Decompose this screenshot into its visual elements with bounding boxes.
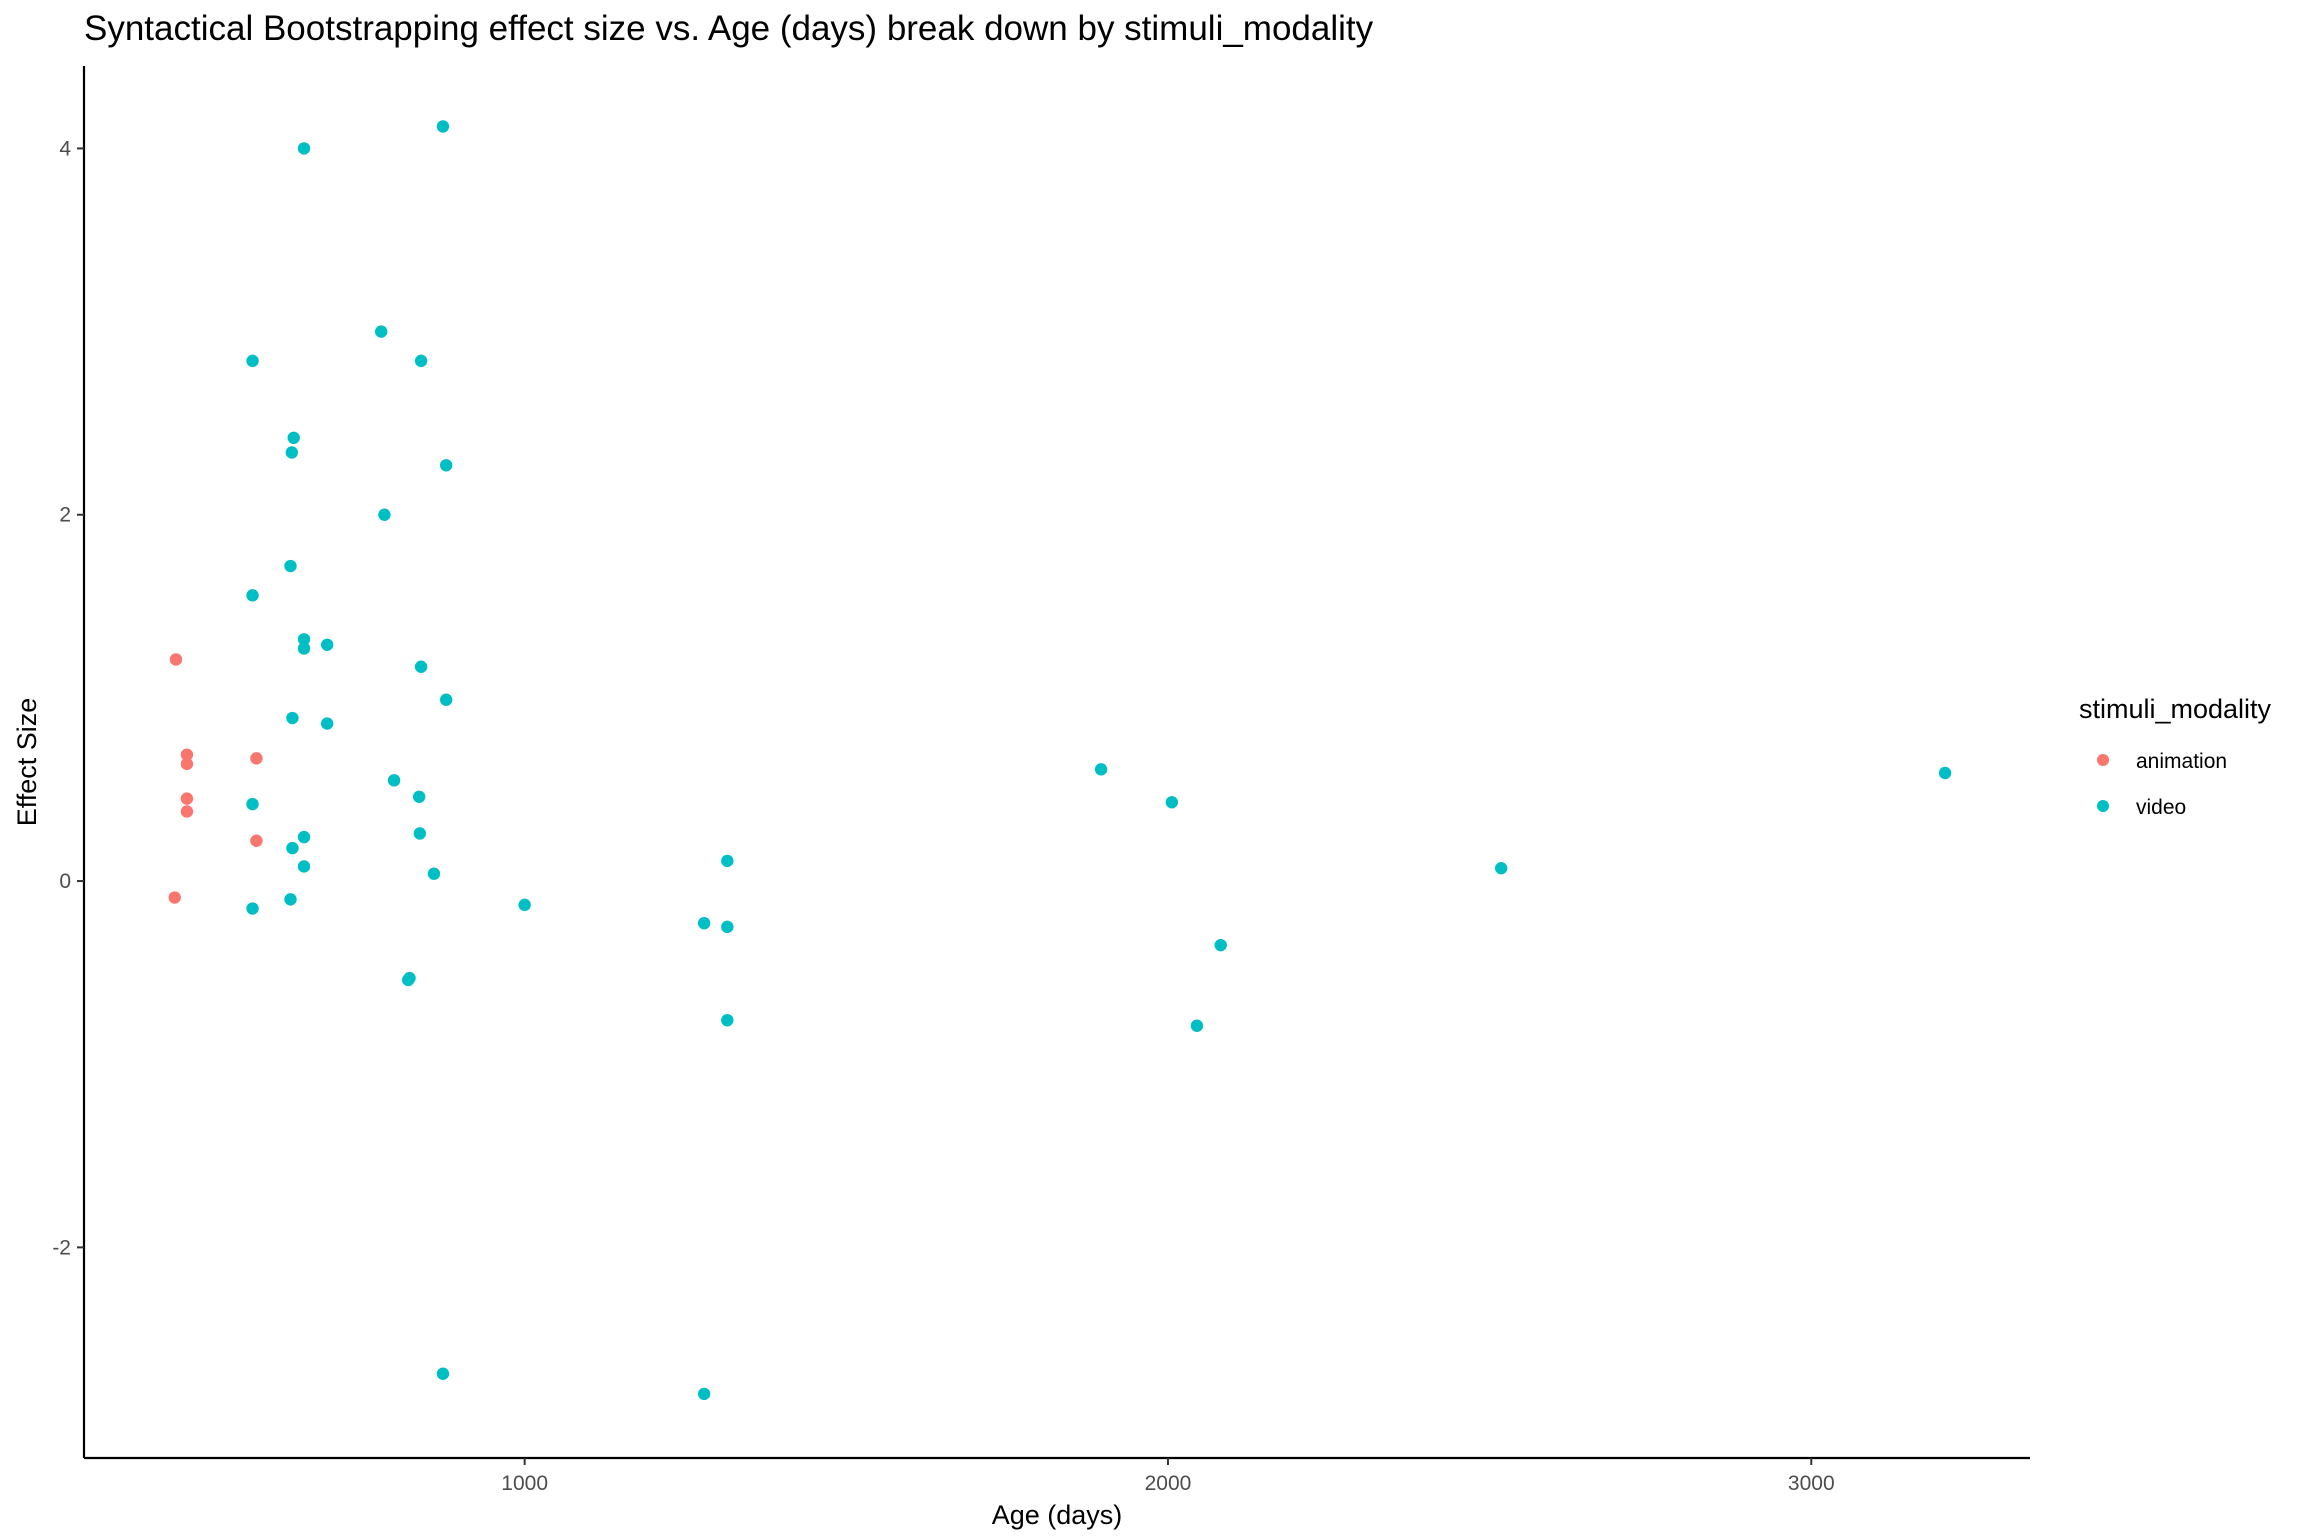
point-video-28 <box>518 898 531 912</box>
point-video-31 <box>436 1367 450 1380</box>
point-video-39 <box>1214 938 1227 952</box>
x-ticks: 1000 2000 3000 <box>501 1458 1835 1495</box>
point-video-35 <box>721 1014 734 1027</box>
point-video-1 <box>436 120 450 133</box>
point-video-32 <box>697 916 711 930</box>
y-tick-label: -2 <box>52 1236 71 1259</box>
point-video-14 <box>414 660 428 673</box>
point-video-8 <box>378 508 391 521</box>
point-animation-2 <box>180 757 194 771</box>
point-video-41 <box>1495 862 1508 875</box>
point-video-36 <box>697 1387 711 1401</box>
y-ticks: -2 0 2 4 <box>52 137 84 1259</box>
point-animation-3 <box>180 792 194 805</box>
point-animation-7 <box>250 834 263 847</box>
point-video-18 <box>387 774 401 787</box>
point-video-0 <box>297 142 311 155</box>
point-animation-5 <box>168 891 181 904</box>
y-tick-label: 2 <box>59 504 71 527</box>
x-tick-label: 2000 <box>1145 1472 1192 1495</box>
point-video-17 <box>320 717 334 730</box>
point-video-2 <box>375 325 388 338</box>
point-video-22 <box>297 830 311 844</box>
point-video-5 <box>287 431 300 445</box>
point-video-9 <box>284 559 297 573</box>
point-video-40 <box>1190 1019 1204 1032</box>
point-video-10 <box>246 589 259 602</box>
point-video-21 <box>413 827 427 840</box>
y-axis-title: Effect Size <box>12 698 42 827</box>
point-video-25 <box>427 867 441 880</box>
point-video-30 <box>402 973 415 987</box>
legend-key-animation <box>2097 754 2109 766</box>
x-axis-title: Age (days) <box>992 1500 1123 1530</box>
point-animation-1 <box>180 748 194 761</box>
x-tick-label: 3000 <box>1788 1472 1835 1495</box>
point-video-7 <box>439 459 453 472</box>
point-video-38 <box>1165 796 1179 809</box>
point-video-23 <box>286 841 299 855</box>
point-video-33 <box>721 920 734 934</box>
legend: stimuli_modality animation video <box>2079 694 2272 819</box>
point-video-20 <box>246 797 259 811</box>
point-video-34 <box>721 854 734 868</box>
y-tick-label: 0 <box>59 870 71 893</box>
legend-title: stimuli_modality <box>2079 694 2272 724</box>
point-video-42 <box>1938 766 1952 780</box>
y-tick-label: 4 <box>59 137 71 160</box>
point-video-24 <box>297 860 311 873</box>
point-video-19 <box>412 790 426 803</box>
point-animation-6 <box>250 752 263 765</box>
point-video-13 <box>297 642 311 655</box>
point-video-15 <box>439 693 453 706</box>
points-layer <box>168 120 1952 1401</box>
legend-label-animation: animation <box>2136 750 2227 773</box>
point-video-4 <box>414 354 428 368</box>
point-video-3 <box>246 354 259 368</box>
chart-title: Syntactical Bootstrapping effect size vs… <box>84 9 1374 48</box>
point-video-11 <box>297 633 311 646</box>
legend-label-video: video <box>2136 796 2186 819</box>
point-video-26 <box>284 893 297 906</box>
x-tick-label: 1000 <box>501 1472 548 1495</box>
point-video-27 <box>246 902 259 915</box>
point-video-37 <box>1094 763 1108 776</box>
point-video-6 <box>285 446 298 459</box>
point-animation-4 <box>180 805 194 818</box>
legend-key-video <box>2097 800 2109 812</box>
point-animation-0 <box>169 653 183 666</box>
point-video-16 <box>286 711 299 725</box>
point-video-12 <box>320 638 334 651</box>
